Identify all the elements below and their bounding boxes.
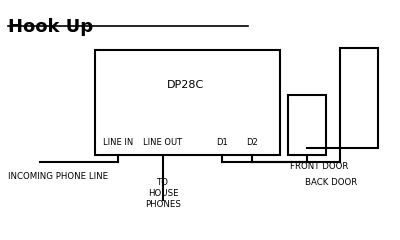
- Bar: [288, 95, 326, 155]
- Text: D1: D1: [216, 138, 228, 147]
- Text: LINE OUT: LINE OUT: [144, 138, 182, 147]
- Text: TO
HOUSE
PHONES: TO HOUSE PHONES: [145, 178, 181, 209]
- Text: FRONT DOOR: FRONT DOOR: [290, 162, 348, 171]
- Text: DP28C: DP28C: [166, 80, 204, 90]
- Text: LINE IN: LINE IN: [103, 138, 133, 147]
- Bar: [340, 48, 378, 148]
- Text: D2: D2: [246, 138, 258, 147]
- Bar: [95, 50, 280, 155]
- Text: INCOMING PHONE LINE: INCOMING PHONE LINE: [8, 172, 108, 181]
- Text: Hook Up: Hook Up: [8, 18, 93, 36]
- Text: BACK DOOR: BACK DOOR: [305, 178, 357, 187]
